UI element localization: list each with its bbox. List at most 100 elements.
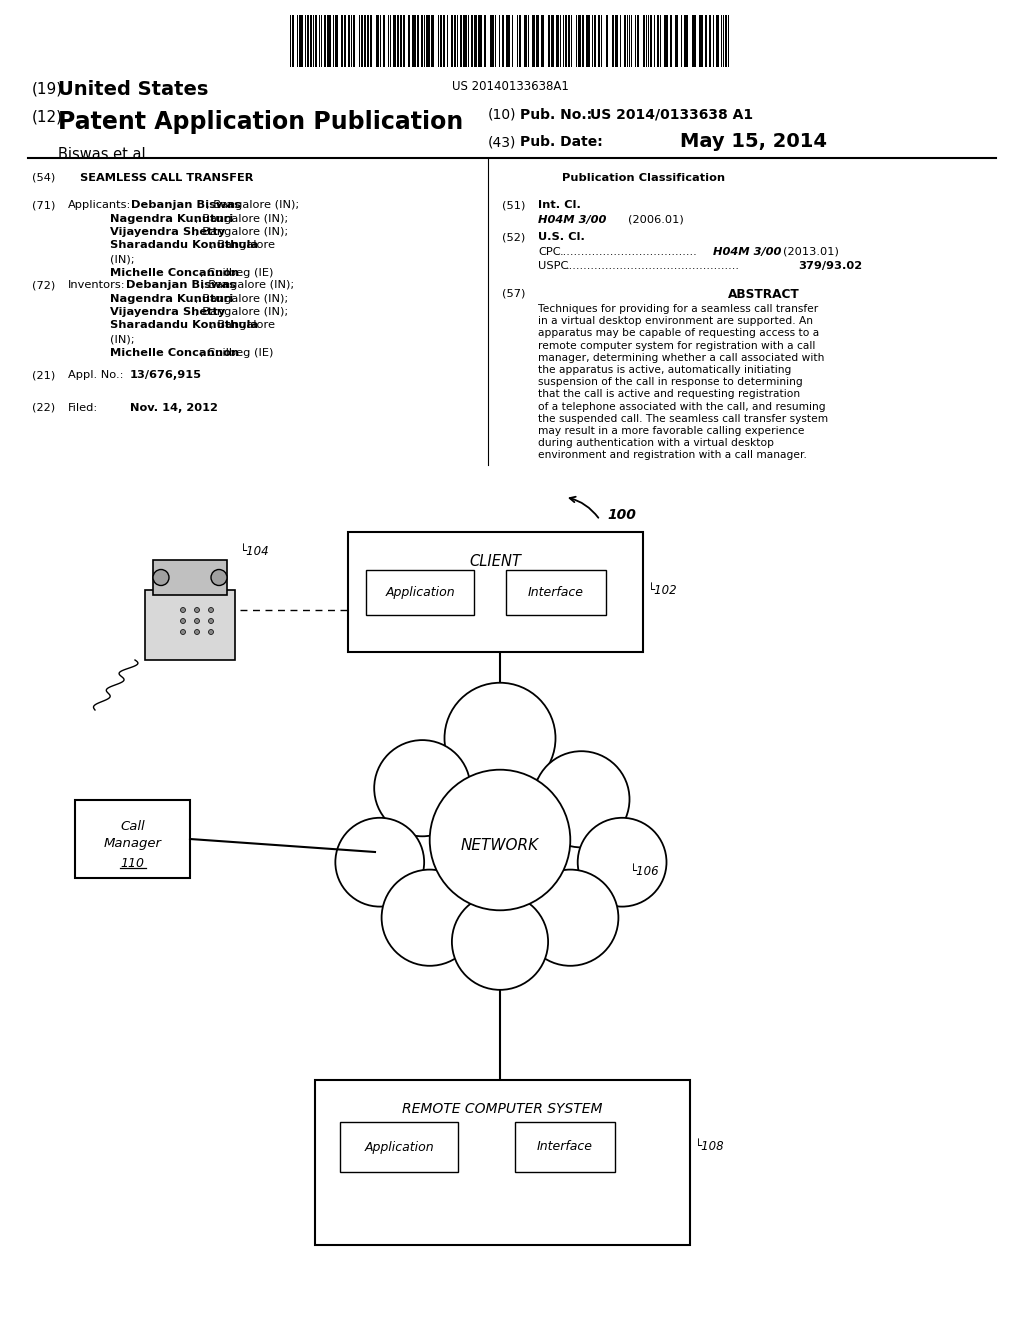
- Bar: [541, 15, 544, 67]
- Bar: [532, 15, 535, 67]
- Text: US 20140133638A1: US 20140133638A1: [452, 81, 568, 92]
- Text: , Bangalore (IN);: , Bangalore (IN);: [195, 308, 288, 317]
- Circle shape: [153, 569, 169, 586]
- Bar: [397, 15, 399, 67]
- Text: ABSTRACT: ABSTRACT: [728, 288, 800, 301]
- Bar: [484, 15, 486, 67]
- Text: NETWORK: NETWORK: [461, 837, 539, 853]
- Text: 13/676,915: 13/676,915: [130, 370, 202, 380]
- Text: CPC: CPC: [538, 247, 560, 257]
- Bar: [506, 15, 510, 67]
- Circle shape: [534, 751, 630, 847]
- Bar: [353, 15, 355, 67]
- Bar: [657, 15, 659, 67]
- Text: Interface: Interface: [528, 586, 584, 599]
- Bar: [145, 590, 234, 660]
- Text: Techniques for providing for a seamless call transfer: Techniques for providing for a seamless …: [538, 304, 818, 314]
- Circle shape: [209, 630, 213, 635]
- Bar: [519, 15, 521, 67]
- Text: (12): (12): [32, 110, 63, 125]
- Text: , Bangalore (IN);: , Bangalore (IN);: [195, 293, 288, 304]
- Bar: [582, 15, 584, 67]
- Bar: [725, 15, 727, 67]
- Text: SEAMLESS CALL TRANSFER: SEAMLESS CALL TRANSFER: [80, 173, 253, 183]
- Bar: [327, 15, 331, 67]
- Text: Call: Call: [120, 820, 144, 833]
- Bar: [310, 15, 312, 67]
- Bar: [366, 570, 474, 615]
- Bar: [341, 15, 343, 67]
- Bar: [315, 15, 317, 67]
- Bar: [684, 15, 688, 67]
- Circle shape: [382, 870, 478, 966]
- Text: , Bangalore (IN);: , Bangalore (IN);: [195, 214, 288, 223]
- Text: Patent Application Publication: Patent Application Publication: [58, 110, 463, 135]
- Text: Sharadandu Konuthula: Sharadandu Konuthula: [110, 240, 258, 251]
- Text: (IN);: (IN);: [110, 334, 138, 345]
- Bar: [292, 15, 294, 67]
- Text: (22): (22): [32, 403, 55, 413]
- Text: US 2014/0133638 A1: US 2014/0133638 A1: [590, 108, 753, 121]
- Bar: [324, 15, 326, 67]
- Bar: [606, 15, 608, 67]
- Bar: [524, 15, 527, 67]
- Text: the suspended call. The seamless call transfer system: the suspended call. The seamless call tr…: [538, 413, 828, 424]
- Text: Filed:: Filed:: [68, 403, 98, 413]
- Text: suspension of the call in response to determining: suspension of the call in response to de…: [538, 378, 803, 387]
- Text: Publication Classification: Publication Classification: [562, 173, 725, 183]
- Bar: [376, 15, 379, 67]
- Text: Nagendra Kunuturi: Nagendra Kunuturi: [110, 214, 233, 223]
- Bar: [586, 15, 590, 67]
- Text: ......................................: ......................................: [560, 247, 697, 257]
- Text: Debanjan Biswas: Debanjan Biswas: [126, 280, 236, 290]
- Bar: [299, 15, 303, 67]
- Text: (10): (10): [488, 108, 516, 121]
- Text: , Bangalore: , Bangalore: [210, 240, 275, 251]
- Text: └116: └116: [394, 1187, 424, 1200]
- Text: ................................................: ........................................…: [566, 261, 740, 271]
- Text: └102: └102: [648, 583, 678, 597]
- Circle shape: [195, 630, 200, 635]
- Bar: [675, 15, 678, 67]
- Bar: [568, 15, 570, 67]
- Text: Debanjan Biswas: Debanjan Biswas: [131, 201, 241, 210]
- Bar: [443, 15, 445, 67]
- Text: Michelle Concannon: Michelle Concannon: [110, 268, 240, 277]
- Text: └114: └114: [551, 630, 581, 642]
- Bar: [412, 15, 416, 67]
- Text: Michelle Concannon: Michelle Concannon: [110, 347, 240, 358]
- Bar: [490, 15, 494, 67]
- Text: of a telephone associated with the call, and resuming: of a telephone associated with the call,…: [538, 401, 825, 412]
- Text: Application: Application: [365, 1140, 434, 1154]
- Bar: [344, 15, 346, 67]
- Circle shape: [335, 818, 424, 907]
- Circle shape: [180, 630, 185, 635]
- Text: , Bangalore (IN);: , Bangalore (IN);: [195, 227, 288, 238]
- Text: 379/93.02: 379/93.02: [798, 261, 862, 271]
- Bar: [515, 1122, 615, 1172]
- Text: └104: └104: [240, 545, 269, 558]
- Bar: [624, 15, 626, 67]
- Circle shape: [374, 741, 470, 837]
- Bar: [478, 15, 482, 67]
- Bar: [548, 15, 550, 67]
- Text: H04M 3/00: H04M 3/00: [538, 215, 606, 224]
- Bar: [670, 15, 672, 67]
- Circle shape: [211, 569, 227, 586]
- Text: Biswas et al.: Biswas et al.: [58, 147, 151, 162]
- Text: (21): (21): [32, 370, 55, 380]
- Bar: [367, 15, 369, 67]
- Text: └118: └118: [560, 1187, 590, 1200]
- Bar: [612, 15, 614, 67]
- Text: Sharadandu Konuthula: Sharadandu Konuthula: [110, 321, 258, 330]
- Bar: [716, 15, 719, 67]
- Bar: [348, 532, 643, 652]
- Bar: [551, 15, 554, 67]
- Text: Vijayendra Shetty: Vijayendra Shetty: [110, 308, 225, 317]
- Text: , Bangalore (IN);: , Bangalore (IN);: [201, 280, 294, 290]
- Bar: [348, 15, 350, 67]
- Text: Appl. No.:: Appl. No.:: [68, 370, 124, 380]
- Text: , Cuilbeg (IE): , Cuilbeg (IE): [200, 347, 273, 358]
- Bar: [565, 15, 567, 67]
- Bar: [426, 15, 430, 67]
